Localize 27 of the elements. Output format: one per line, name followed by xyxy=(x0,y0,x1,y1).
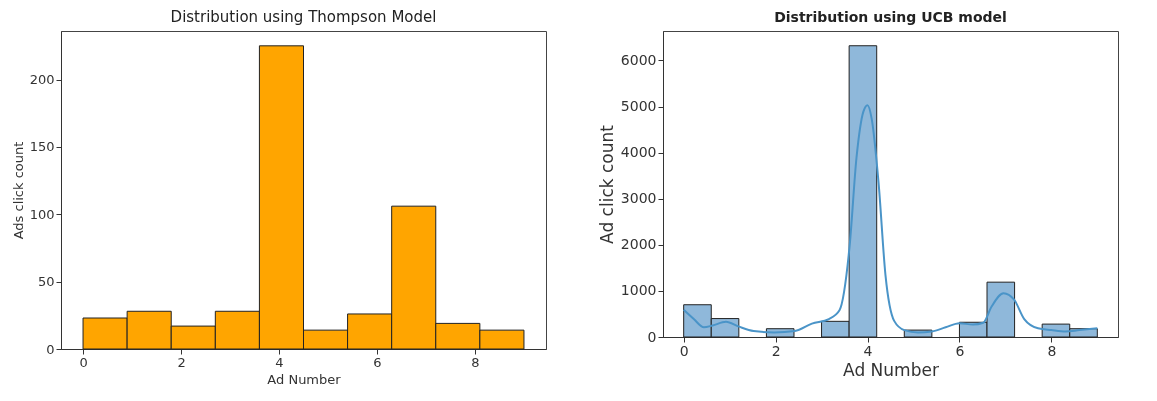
chart-title: Distribution using Thompson Model xyxy=(170,8,437,26)
x-tick-label: 4 xyxy=(275,354,284,370)
y-tick-label: 5000 xyxy=(620,98,657,115)
x-tick-label: 8 xyxy=(1047,342,1057,359)
y-tick-label: 50 xyxy=(37,274,55,290)
y-tick-label: 4000 xyxy=(620,144,657,161)
x-axis-title: Ad Number xyxy=(267,371,342,387)
y-tick-label: 200 xyxy=(29,72,55,88)
y-tick-label: 6000 xyxy=(620,51,657,68)
x-tick-label: 2 xyxy=(771,342,781,359)
y-tick-label: 3000 xyxy=(620,190,657,207)
y-tick-label: 150 xyxy=(29,139,55,155)
x-tick-label: 0 xyxy=(679,342,689,359)
y-tick-label: 100 xyxy=(29,206,55,222)
chart-title: Distribution using UCB model xyxy=(774,9,1007,25)
x-tick-label: 4 xyxy=(863,342,873,359)
x-tick-label: 6 xyxy=(373,354,382,370)
y-axis-title: Ad click count xyxy=(596,124,617,244)
x-tick-label: 6 xyxy=(955,342,965,359)
y-tick-label: 1000 xyxy=(620,282,657,299)
x-tick-label: 2 xyxy=(177,354,186,370)
x-tick-label: 8 xyxy=(471,354,480,370)
y-tick-label: 0 xyxy=(647,328,657,345)
x-tick-label: 0 xyxy=(79,354,88,370)
x-axis-title: Ad Number xyxy=(843,359,939,380)
y-tick-label: 2000 xyxy=(620,236,657,253)
y-axis-title: Ads click count xyxy=(10,141,26,240)
